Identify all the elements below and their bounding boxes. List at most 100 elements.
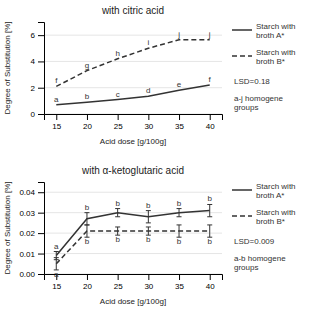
y-tick-label: 0	[31, 110, 36, 119]
y-tick: 2	[31, 84, 44, 93]
legend-item: Starch withbroth A*	[232, 182, 296, 200]
y-axis-title: Degree of Substitution [%]	[3, 22, 12, 115]
point-label: a	[54, 95, 59, 104]
point-label: b	[177, 199, 182, 208]
chart: 1520253035400246abcdeffghijjwith citric …	[0, 0, 320, 320]
grid-line	[44, 233, 222, 234]
x-tick-mark	[210, 114, 211, 120]
legend-label-line: Starch with	[256, 182, 296, 191]
point-label: j	[177, 30, 180, 39]
error-bar	[146, 211, 151, 223]
annotation-line: a-j homogene	[234, 94, 283, 103]
point-labels: abbbbbabbbbb	[54, 194, 212, 278]
legend-label-line: broth B*	[256, 217, 285, 226]
annotations: LSD=0.18 a-j homogenegroups	[234, 77, 283, 112]
x-axis-line	[45, 115, 223, 121]
legend-label: Starch withbroth B*	[256, 48, 296, 66]
x-tick-mark	[118, 114, 119, 120]
point-label: b	[146, 235, 151, 244]
y-tick-mark	[38, 254, 44, 255]
point-label: e	[177, 80, 182, 89]
series-line	[56, 85, 209, 105]
legend-label-line: Starch with	[256, 22, 296, 31]
x-tick: 40	[206, 274, 215, 291]
legend: Starch withbroth A*Starch withbroth B*	[232, 182, 296, 226]
x-axis-line	[45, 275, 223, 281]
panel: 1520253035400.000.010.020.030.04abbbbbab…	[3, 165, 296, 306]
y-tick-label: 4	[31, 57, 36, 66]
marks	[54, 204, 212, 269]
y-tick-mark	[38, 35, 44, 36]
legend-label-line: broth A*	[256, 191, 284, 200]
y-tick-mark	[38, 88, 44, 89]
x-tick-label: 30	[144, 122, 153, 131]
grid-line	[44, 192, 222, 193]
y-tick: 6	[31, 31, 44, 40]
x-tick-label: 40	[206, 282, 215, 291]
legend-item: Starch withbroth A*	[232, 22, 296, 40]
annotations: LSD=0.009 a-b homogenegroups	[234, 237, 286, 272]
x-tick-label: 20	[83, 282, 92, 291]
x-tick: 15	[52, 114, 61, 131]
error-bar	[84, 225, 89, 237]
y-tick-label: 0.04	[19, 188, 35, 197]
x-tick-label: 20	[83, 122, 92, 131]
grid	[44, 35, 222, 114]
point-label: i	[147, 38, 149, 47]
annotation: a-j homogenegroups	[234, 94, 283, 112]
legend: Starch withbroth A*Starch withbroth B*	[232, 22, 296, 66]
point-label: a	[54, 242, 59, 251]
annotation-line: LSD=0.18	[234, 77, 270, 86]
title: with α-ketoglutaric acid	[81, 165, 184, 176]
point-label: f	[55, 76, 58, 85]
y-tick: 0.01	[19, 250, 44, 259]
y-axis-line	[38, 183, 45, 275]
y-tick-mark	[38, 114, 44, 115]
x-tick-label: 35	[175, 122, 184, 131]
x-tick-mark	[179, 274, 180, 280]
x-tick: 25	[114, 274, 123, 291]
annotation: a-b homogenegroups	[234, 254, 286, 272]
marks	[56, 40, 209, 105]
y-axis-line	[38, 23, 45, 115]
title: with citric acid	[101, 5, 164, 16]
legend-label: Starch withbroth A*	[256, 182, 296, 200]
y-tick-mark	[38, 274, 44, 275]
x-tick-mark	[148, 114, 149, 120]
x-tick: 20	[83, 274, 92, 291]
annotation: LSD=0.009	[234, 237, 275, 246]
point-label: b	[177, 237, 182, 246]
series-line	[56, 231, 209, 264]
panel: 1520253035400246abcdeffghijjwith citric …	[3, 5, 296, 146]
point-label: b	[115, 199, 120, 208]
y-tick-label: 0.03	[19, 209, 35, 218]
x-tick-label: 40	[206, 122, 215, 131]
error-bar	[177, 209, 182, 217]
legend-swatch	[232, 29, 252, 31]
x-tick-mark	[87, 274, 88, 280]
x-tick-label: 35	[175, 282, 184, 291]
y-tick: 0.00	[19, 270, 44, 279]
legend-label-line: broth B*	[256, 57, 285, 66]
point-label: b	[207, 237, 212, 246]
legend-label-line: broth A*	[256, 31, 284, 40]
error-bar	[54, 258, 59, 270]
grid-line	[44, 61, 222, 62]
x-tick-mark	[56, 114, 57, 120]
legend-label-line: Starch with	[256, 208, 296, 217]
point-label: d	[146, 86, 150, 95]
annotation: LSD=0.18	[234, 77, 270, 86]
y-tick: 0.03	[19, 209, 44, 218]
legend-item: Starch withbroth B*	[232, 208, 296, 226]
grid-line	[44, 253, 222, 254]
error-bar	[207, 225, 212, 237]
y-tick: 4	[31, 57, 44, 66]
x-tick-label: 30	[144, 282, 153, 291]
y-tick-mark	[38, 233, 44, 234]
x-tick: 35	[175, 114, 184, 131]
y-tick-mark	[38, 213, 44, 214]
legend-label-line: Starch with	[256, 48, 296, 57]
error-bar	[207, 204, 212, 216]
x-tick: 40	[206, 114, 215, 131]
legend-swatch	[232, 55, 252, 57]
